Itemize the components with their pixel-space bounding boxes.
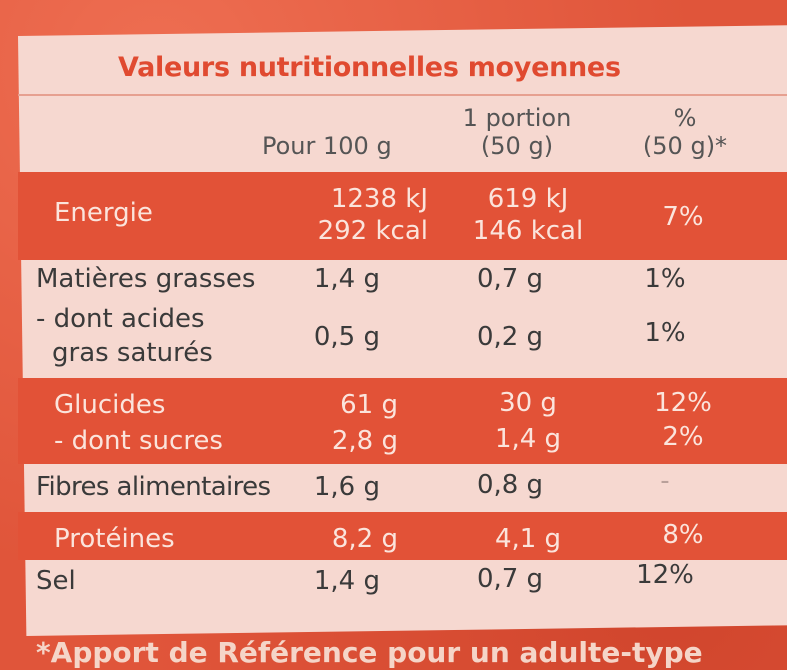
label-acides-gras-1: - dont acides bbox=[36, 304, 205, 334]
label-proteines: Protéines bbox=[54, 524, 175, 554]
proteines-percent: 8% bbox=[662, 520, 704, 550]
proteines-portion: 4,1 g bbox=[494, 524, 562, 554]
sel-percent: 12% bbox=[636, 560, 694, 590]
satures-per100: 0,5 g bbox=[313, 322, 380, 352]
footnote: *Apport de Référence pour un adulte-type bbox=[36, 636, 703, 669]
col-header-percent: % (50 g)* bbox=[630, 104, 740, 160]
col-header-portion: 1 portion (50 g) bbox=[452, 104, 582, 160]
col-header-per100: Pour 100 g bbox=[262, 132, 392, 160]
proteines-per100: 8,2 g bbox=[331, 524, 398, 554]
label-sel: Sel bbox=[36, 566, 76, 596]
matieres-percent: 1% bbox=[644, 264, 686, 294]
fibres-percent: - bbox=[660, 466, 670, 496]
energie-portion-kcal: 146 kcal bbox=[472, 216, 584, 246]
matieres-per100: 1,4 g bbox=[313, 264, 380, 294]
glucides-per100: 61 g bbox=[340, 390, 398, 420]
sel-portion: 0,7 g bbox=[476, 564, 544, 594]
fibres-portion: 0,8 g bbox=[476, 470, 544, 500]
energie-per100-kj: 1238 kJ bbox=[330, 184, 428, 214]
glucides-portion: 30 g bbox=[499, 388, 557, 418]
energie-per100-kcal: 292 kcal bbox=[317, 216, 428, 246]
row-energie: Energie 1238 kJ 292 kcal 619 kJ 146 kcal… bbox=[18, 172, 787, 260]
satures-portion: 0,2 g bbox=[476, 322, 544, 352]
sucres-per100: 2,8 g bbox=[331, 426, 398, 456]
glucides-percent: 12% bbox=[654, 388, 712, 418]
matieres-portion: 0,7 g bbox=[476, 264, 544, 294]
col-header-percent-line1: % bbox=[673, 104, 697, 132]
col-header-percent-line2: (50 g)* bbox=[642, 132, 728, 160]
table-title: Valeurs nutritionnelles moyennes bbox=[118, 52, 621, 83]
fibres-per100: 1,6 g bbox=[313, 472, 380, 502]
label-sucres: - dont sucres bbox=[54, 426, 223, 456]
label-matieres-grasses: Matières grasses bbox=[36, 264, 256, 294]
sucres-percent: 2% bbox=[662, 422, 704, 452]
row-glucides: Glucides 61 g 30 g 12% - dont sucres 2,8… bbox=[18, 378, 787, 464]
sucres-portion: 1,4 g bbox=[494, 424, 562, 454]
satures-percent: 1% bbox=[644, 318, 686, 348]
energie-percent: 7% bbox=[662, 202, 704, 232]
col-header-portion-line1: 1 portion bbox=[462, 104, 572, 132]
header-divider bbox=[18, 94, 787, 96]
row-proteines: Protéines 8,2 g 4,1 g 8% bbox=[18, 512, 787, 560]
energie-portion-kj: 619 kJ bbox=[487, 184, 569, 214]
sel-per100: 1,4 g bbox=[313, 566, 380, 596]
label-fibres: Fibres alimentaires bbox=[36, 472, 271, 502]
label-acides-gras-2: gras saturés bbox=[52, 338, 213, 368]
label-energie: Energie bbox=[54, 198, 153, 228]
col-header-portion-line2: (50 g) bbox=[480, 132, 554, 160]
label-glucides: Glucides bbox=[54, 390, 166, 420]
